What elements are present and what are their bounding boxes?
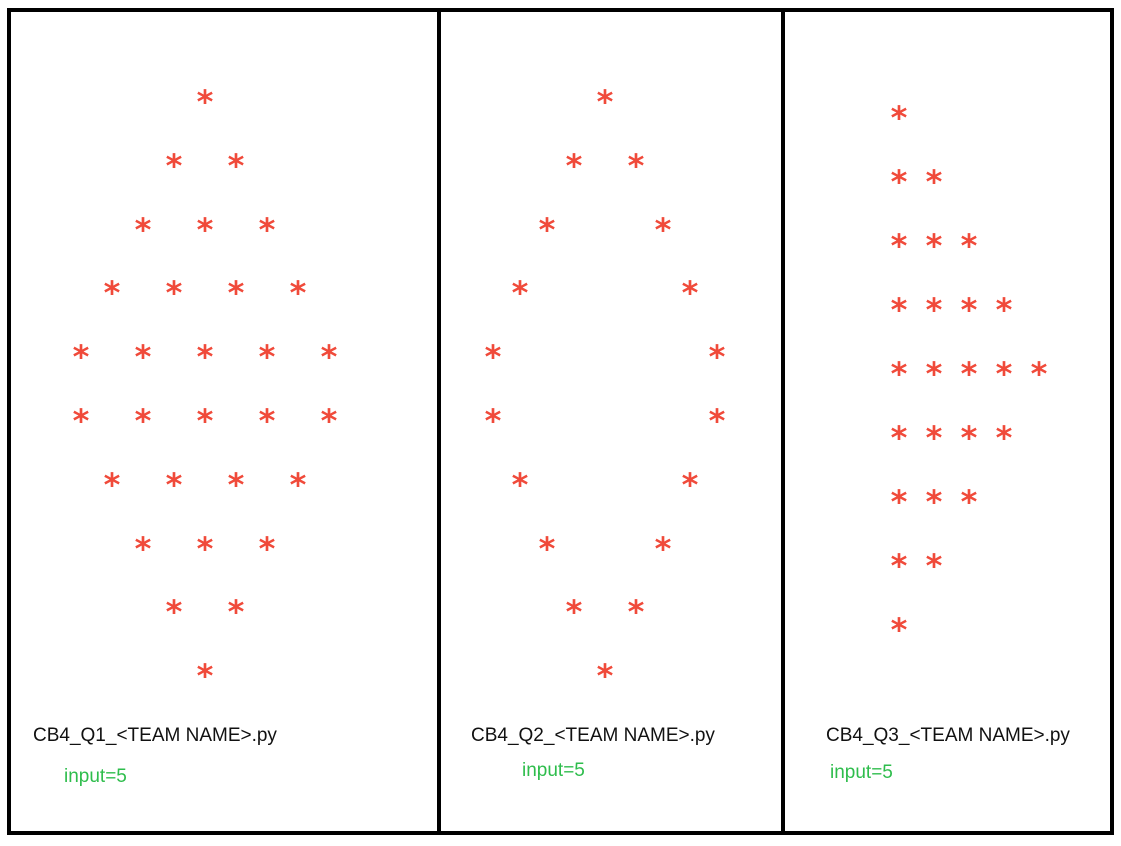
star-q1-r7-c4: * xyxy=(289,465,307,504)
star-q1-r6-c2: * xyxy=(134,402,152,440)
star-q2-r6-c1: * xyxy=(484,402,502,440)
star-q3-r8-c2: * xyxy=(925,547,943,585)
panel-q3: * * * * * * * * * * * * * * * * * * * * * * * * * CB4_Q3_<TEAM N… xyxy=(781,8,1114,835)
star-q1-r10-c1: * xyxy=(196,657,214,696)
star-q1-r9-c1: * xyxy=(165,593,183,632)
star-q3-r6-c1: * xyxy=(890,419,908,457)
star-q3-r1-c1: * xyxy=(890,99,908,137)
star-q1-r3-c3: * xyxy=(258,210,276,249)
star-q2-r5-c1: * xyxy=(484,338,502,377)
star-q2-r5-c2: * xyxy=(708,338,726,377)
star-q2-r7-c2: * xyxy=(681,465,699,504)
star-q2-r4-c2: * xyxy=(681,274,699,313)
star-q2-r3-c1: * xyxy=(538,210,556,249)
star-q1-r4-c2: * xyxy=(165,274,183,313)
star-q2-r9-c2: * xyxy=(627,593,645,632)
input-label-q3: input=5 xyxy=(830,762,893,783)
input-label-q2: input=5 xyxy=(522,760,585,781)
filename-q2: CB4_Q2_<TEAM NAME>.py xyxy=(471,725,715,746)
star-q3-r4-c3: * xyxy=(960,291,978,329)
input-label-q1: input=5 xyxy=(64,766,127,787)
panel-q2: * * * * * * * * * * * * * * * * * * CB4_Q2_<TEAM NAME>.py… xyxy=(437,8,785,835)
star-q2-r8-c1: * xyxy=(538,529,556,568)
star-q3-r5-c4: * xyxy=(995,355,1013,393)
star-q2-r3-c2: * xyxy=(654,210,672,249)
star-q1-r7-c3: * xyxy=(227,465,245,504)
star-q1-r6-c3: * xyxy=(196,402,214,440)
star-q3-r7-c2: * xyxy=(925,483,943,521)
star-q1-r6-c1: * xyxy=(72,402,90,440)
star-q2-r7-c1: * xyxy=(511,465,529,504)
star-q1-r9-c2: * xyxy=(227,593,245,632)
star-q1-r8-c2: * xyxy=(196,529,214,568)
star-q1-r4-c3: * xyxy=(227,274,245,313)
star-q3-r6-c2: * xyxy=(925,419,943,457)
star-q3-r3-c3: * xyxy=(960,227,978,265)
star-q3-r5-c5: * xyxy=(1030,355,1048,393)
star-q3-r3-c2: * xyxy=(925,227,943,265)
star-q1-r4-c1: * xyxy=(103,274,121,313)
star-q3-r5-c3: * xyxy=(960,355,978,393)
star-q3-r5-c2: * xyxy=(925,355,943,393)
star-q1-r5-c2: * xyxy=(134,338,152,377)
filename-q1: CB4_Q1_<TEAM NAME>.py xyxy=(33,725,277,746)
star-q3-r4-c1: * xyxy=(890,291,908,329)
star-q3-r6-c4: * xyxy=(995,419,1013,457)
star-q1-r4-c4: * xyxy=(289,274,307,313)
star-q2-r6-c2: * xyxy=(708,402,726,440)
star-q3-r8-c1: * xyxy=(890,547,908,585)
star-q2-r2-c2: * xyxy=(627,146,645,185)
star-q3-r9-c1: * xyxy=(890,611,908,649)
star-q3-r5-c1: * xyxy=(890,355,908,393)
star-q1-r2-c2: * xyxy=(227,146,245,185)
star-q2-r9-c1: * xyxy=(565,593,583,632)
star-q1-r6-c4: * xyxy=(258,402,276,440)
star-q2-r8-c2: * xyxy=(654,529,672,568)
star-q2-r1-c1: * xyxy=(596,83,614,121)
panel-q1: * * * * * * * * * * * * * * * * * * * * * * * * * * * * * * CB4_Q1_<T… xyxy=(7,8,442,835)
star-q3-r4-c2: * xyxy=(925,291,943,329)
star-q3-r2-c2: * xyxy=(925,163,943,201)
star-q3-r3-c1: * xyxy=(890,227,908,265)
star-q1-r5-c4: * xyxy=(258,338,276,377)
star-q1-r2-c1: * xyxy=(165,146,183,185)
star-q1-r1-c1: * xyxy=(196,83,214,121)
star-q1-r5-c3: * xyxy=(196,338,214,377)
star-q3-r2-c1: * xyxy=(890,163,908,201)
star-q1-r6-c5: * xyxy=(320,402,338,440)
star-q3-r4-c4: * xyxy=(995,291,1013,329)
star-q1-r7-c1: * xyxy=(103,465,121,504)
star-q1-r3-c2: * xyxy=(196,210,214,249)
star-q3-r7-c3: * xyxy=(960,483,978,521)
star-q1-r5-c1: * xyxy=(72,338,90,377)
star-q3-r7-c1: * xyxy=(890,483,908,521)
star-q2-r10-c1: * xyxy=(596,657,614,696)
star-q2-r2-c1: * xyxy=(565,146,583,185)
star-q1-r5-c5: * xyxy=(320,338,338,377)
star-q1-r8-c1: * xyxy=(134,529,152,568)
filename-q3: CB4_Q3_<TEAM NAME>.py xyxy=(826,725,1070,746)
star-q1-r7-c2: * xyxy=(165,465,183,504)
star-q1-r8-c3: * xyxy=(258,529,276,568)
star-q2-r4-c1: * xyxy=(511,274,529,313)
star-q1-r3-c1: * xyxy=(134,210,152,249)
star-q3-r6-c3: * xyxy=(960,419,978,457)
